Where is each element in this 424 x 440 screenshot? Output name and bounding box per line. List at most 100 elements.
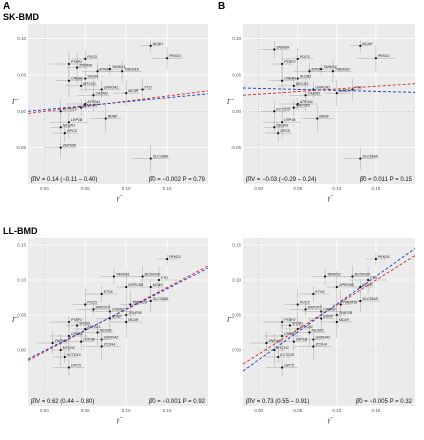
data-point [335,320,338,324]
y-axis-title: Γ̂ [11,98,19,106]
data-point [80,106,83,109]
point-label: PKKD1 [169,54,181,58]
point-label: POC5 [87,301,97,305]
point-label: FTO [161,276,168,280]
data-point [63,355,66,359]
point-label: TMEM18 [343,301,358,305]
data-point [296,57,299,61]
y-tick-label: 0.05 [232,313,241,318]
x-axis-title: γ̂ [117,416,123,424]
point-label: TANKA1 [112,65,126,69]
point-label: ETV6 [104,290,113,294]
data-point [149,157,152,160]
data-point [92,94,95,97]
point-label: MC4R [128,89,139,93]
point-label: SLC39A8 [362,155,377,159]
point-label: GNPDA2 [104,336,119,340]
x-axis-title: γ̂ [328,416,334,424]
point-label: FTO [145,85,152,89]
data-point [296,303,299,306]
data-point [141,275,144,278]
y-tick-label: 0.05 [17,313,26,318]
point-label: GPRC5B [339,283,354,287]
y-tick-label: 0.10 [17,36,26,41]
data-point [273,48,276,51]
point-label: TMEM18 [124,67,139,71]
point-label: ETV6 [311,67,320,71]
point-label: PKKD1 [378,54,390,58]
data-point [125,320,128,324]
point-label: MAP2K5 [296,104,310,108]
point-label: MTCH2 [63,346,75,350]
data-point [100,88,103,91]
point-label: ATP2A1 [299,100,313,104]
point-label: PTBP2 [71,60,82,64]
data-point [280,62,284,66]
data-point [277,355,280,359]
y-axis-title: Γ̂ [226,316,234,324]
data-point [67,79,71,82]
point-label: NCAH [153,42,164,46]
point-label: PKKD1 [169,255,181,259]
point-label: ATP2A1 [86,325,100,329]
x-tick-label: 0.00 [254,186,263,191]
data-point [304,94,307,97]
point-label: ZNF608 [54,339,68,343]
y-tick-label: 0.15 [232,243,241,248]
point-label: BCDIN3D [145,273,161,277]
data-point [292,106,295,109]
point-label: KCTD15 [63,107,77,111]
data-point [67,366,71,369]
point-label: ATP2A1 [86,100,100,104]
point-label: SLC39A8 [153,155,168,159]
point-label: KCTD15 [280,353,294,357]
y-tick-label: 0.00 [17,109,26,114]
point-label: CADM2 [112,308,125,312]
x-tick-label: 0.15 [372,186,381,191]
data-point [292,84,295,87]
point-label: POC5 [300,301,310,305]
data-point [277,131,280,135]
x-tick-label: 0.05 [293,408,302,413]
scatter-panel-2: 0.00 0.05 0.10 0.15 0.00 0.05 0.10 0.15 PKKD1 TAN… [11,238,209,424]
y-tick-label: 0.00 [232,348,241,353]
point-label: SH2B1 [87,75,98,79]
data-point [141,88,144,91]
y-tick-label: 0.00 [232,109,241,114]
data-point [157,278,161,282]
data-point [280,334,284,338]
point-label: TMEM18 [335,67,350,71]
data-point [92,308,95,311]
data-point [75,324,79,327]
data-point [312,292,315,296]
y-tick-label: 0.15 [17,243,26,248]
scatter-panel-3: 0.00 0.05 0.10 0.15 0.00 0.05 0.10 0.15 PKKD1 TAN… [226,238,416,424]
point-label: MC4R [339,89,350,93]
plot-background [28,24,208,184]
data-point [80,84,83,87]
data-point [84,57,87,61]
data-point [292,340,295,343]
data-point [59,126,62,129]
point-label: NEGR1 [311,329,323,333]
data-point [59,348,62,352]
beta-iv-annotation: β̂IV = 0.73 (0.55 – 0.91) [246,399,309,405]
point-label: ATP2A1 [299,325,313,329]
point-label: GPC5 [71,364,81,368]
point-label: BDNF [323,315,334,319]
beta-iv-annotation: β̂IV = 0.14 (−0.11 – 0.40) [31,177,97,183]
data-point [335,285,338,289]
data-point [84,77,87,80]
data-point [359,285,362,289]
data-point [316,117,319,120]
point-label: KCTD15 [276,107,290,111]
data-point [351,88,354,91]
data-point [312,345,315,348]
data-point [104,117,107,120]
point-label: NEGR1 [63,123,75,127]
data-point [112,275,116,278]
data-point [125,285,128,289]
point-label: MAP2K5 [308,305,322,309]
data-point [67,62,71,66]
x-tick-label: 0.10 [332,186,341,191]
